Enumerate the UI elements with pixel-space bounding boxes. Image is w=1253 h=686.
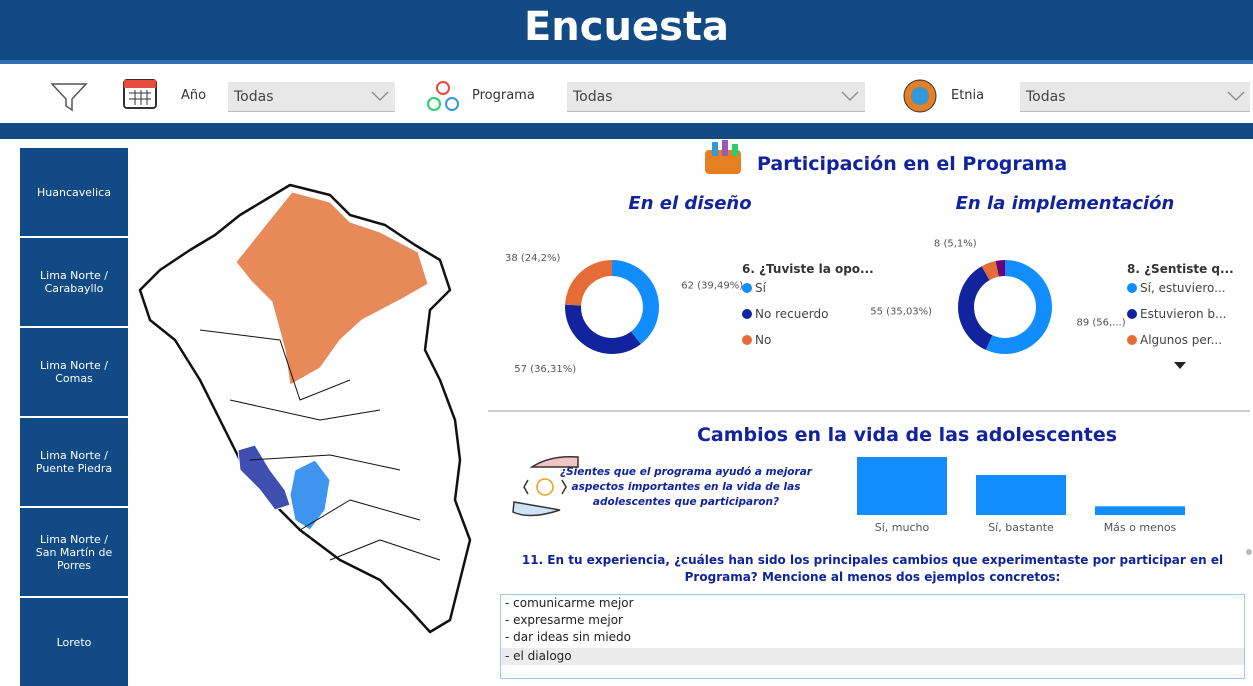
donut-slice	[985, 260, 1052, 355]
response-row: - expresarme mejor	[505, 613, 623, 627]
region-button[interactable]: Lima Norte / San Martín de Porres	[20, 508, 128, 596]
filter-dropdown[interactable]: Todas	[567, 82, 865, 112]
chart-title: En la implementación	[956, 193, 1175, 214]
data-label: 89 (56,...)	[1076, 317, 1125, 328]
x-tick-label: Más o menos	[1104, 521, 1177, 534]
filter-label: Programa	[472, 88, 535, 103]
header-line	[0, 60, 1253, 64]
data-label: 8 (5,1%)	[934, 238, 977, 249]
region-button[interactable]: Huancavelica	[20, 148, 128, 236]
program-icon	[427, 81, 459, 111]
bar	[857, 457, 947, 515]
separator-band	[0, 123, 1253, 139]
donut-slice	[958, 266, 993, 350]
legend-label: No	[755, 333, 771, 347]
ethnicity-icon	[903, 79, 937, 113]
filter-dropdown[interactable]: Todas	[228, 82, 395, 112]
legend-marker	[742, 283, 752, 293]
data-label: 57 (36,31%)	[514, 364, 576, 375]
response-row: - dar ideas sin miedo	[505, 630, 631, 644]
legend-marker	[1127, 335, 1137, 345]
chart-title: En el diseño	[628, 193, 751, 214]
donut-slice	[564, 304, 641, 354]
section-title: Participación en el Programa	[757, 153, 1067, 175]
region-button[interactable]: Lima Norte / Puente Piedra	[20, 418, 128, 506]
data-label: 62 (39,49%)	[681, 281, 743, 292]
filter-icon	[50, 83, 88, 112]
donut-slice	[565, 260, 612, 306]
bar-question: ¿Sientes que el programa ayudó a mejorar…	[560, 466, 812, 508]
filter-dropdown[interactable]: Todas	[1020, 82, 1250, 112]
change-icon	[512, 455, 579, 517]
donut-slice	[981, 260, 999, 281]
legend-label: Estuvieron b...	[1140, 307, 1226, 321]
legend-marker	[1127, 283, 1137, 293]
filter-label: Año	[181, 88, 207, 103]
responses-box: - comunicarme mejor - expresarme mejor - d…	[500, 594, 1245, 679]
filter-label: Etnia	[951, 88, 985, 103]
response-row: - comunicarme mejor	[505, 596, 634, 610]
data-label: 55 (35,03%)	[870, 306, 932, 317]
legend-title: 8. ¿Sentiste q...	[1127, 262, 1234, 276]
donut-slice	[612, 260, 659, 345]
region-button[interactable]: Loreto	[20, 598, 128, 686]
page-title: Encuesta	[523, 4, 730, 50]
hands-icon	[705, 140, 741, 174]
x-tick-label: Sí, mucho	[875, 521, 930, 534]
header-bar	[0, 0, 1253, 60]
peru-map	[138, 183, 472, 634]
legend-marker	[1127, 309, 1137, 319]
open-question: 11. En tu experiencia, ¿cuáles han sido …	[521, 553, 1224, 584]
legend-label: Sí	[755, 281, 767, 295]
legend-marker	[742, 309, 752, 319]
section-title: Cambios en la vida de las adolescentes	[697, 424, 1117, 446]
region-button[interactable]: Lima Norte / Carabayllo	[20, 238, 128, 326]
response-row: - el dialogo	[501, 648, 1244, 665]
legend-scroll[interactable]	[1174, 362, 1186, 369]
donut-slice	[995, 260, 1005, 277]
data-label: 38 (24,2%)	[505, 253, 561, 264]
bar	[976, 474, 1066, 515]
legend-marker	[742, 335, 752, 345]
region-button[interactable]: Lima Norte / Comas	[20, 328, 128, 416]
scroll-dot	[1246, 549, 1252, 555]
legend-label: Algunos per...	[1140, 333, 1222, 347]
legend-label: No recuerdo	[755, 307, 828, 321]
bar	[1095, 506, 1185, 515]
legend-title: 6. ¿Tuviste la opo...	[742, 262, 874, 276]
x-tick-label: Sí, bastante	[988, 521, 1054, 534]
legend-label: Sí, estuviero...	[1140, 281, 1226, 295]
calendar-icon	[123, 79, 157, 109]
dropdown-icons	[371, 91, 1245, 101]
